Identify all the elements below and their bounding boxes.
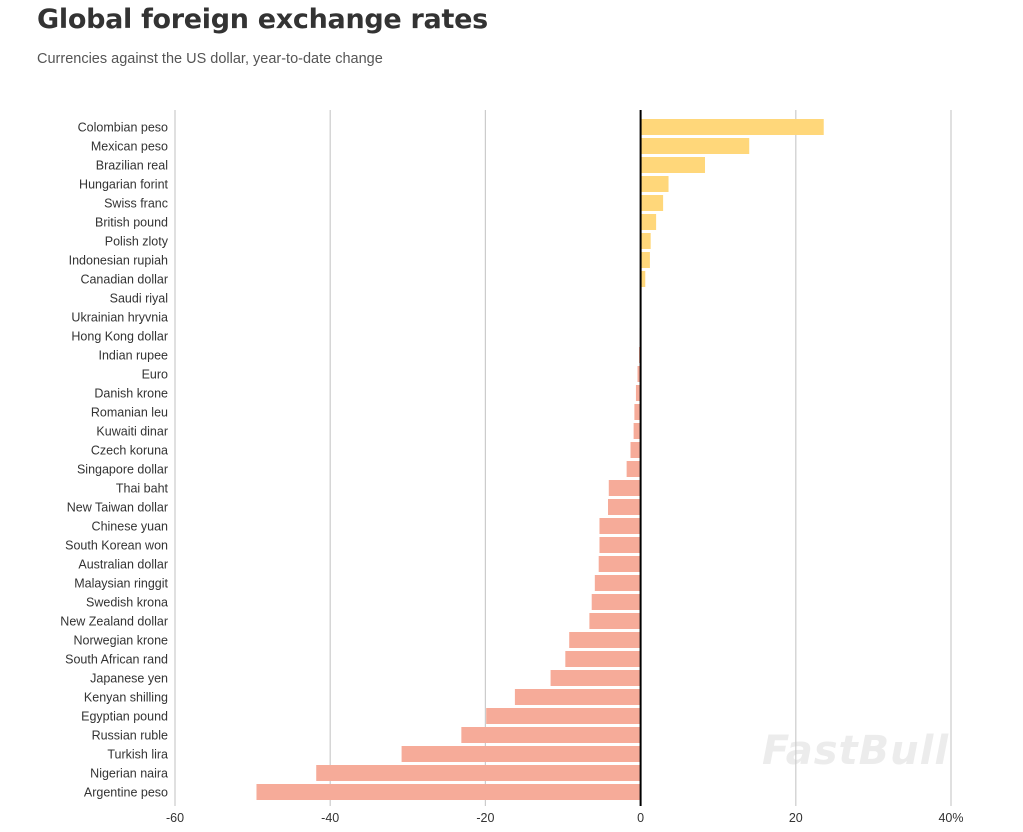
bar: [256, 784, 641, 800]
category-label: Swedish krona: [86, 596, 168, 610]
bar: [640, 176, 669, 192]
category-label: Romanian leu: [91, 406, 168, 420]
bar: [637, 366, 641, 382]
bars: [256, 119, 824, 800]
category-label: Russian ruble: [92, 729, 168, 743]
bar: [461, 727, 641, 743]
category-label: Indonesian rupiah: [69, 254, 168, 268]
category-label: Hungarian forint: [79, 178, 168, 192]
x-tick-label: 40%: [938, 811, 963, 825]
category-label: Danish krone: [94, 387, 168, 401]
x-tick-label: 0: [637, 811, 644, 825]
bar: [634, 404, 641, 420]
category-label: New Taiwan dollar: [67, 501, 168, 515]
bar: [591, 594, 641, 610]
category-label: Saudi riyal: [110, 292, 168, 306]
bar: [599, 518, 641, 534]
category-label: Polish zloty: [105, 235, 169, 249]
category-label: Kenyan shilling: [84, 691, 168, 705]
category-label: South African rand: [65, 653, 168, 667]
category-label: Euro: [142, 368, 168, 382]
category-label: Egyptian pound: [81, 710, 168, 724]
bar: [608, 480, 641, 496]
category-label: Canadian dollar: [80, 273, 168, 287]
watermark: FastBull: [762, 728, 950, 774]
x-tick-label: -40: [321, 811, 339, 825]
x-tick-label: -20: [476, 811, 494, 825]
category-label: Argentine peso: [84, 786, 168, 800]
gridlines: [174, 110, 952, 806]
category-label: Malaysian ringgit: [74, 577, 168, 591]
bar: [401, 746, 641, 762]
bar: [640, 271, 646, 287]
category-label: Czech koruna: [91, 444, 168, 458]
category-labels: Colombian peso Mexican peso Brazilian real…: [60, 121, 168, 800]
x-tick-label: 20: [789, 811, 803, 825]
bar: [565, 651, 641, 667]
bar: [640, 119, 824, 135]
bar: [514, 689, 641, 705]
bar: [599, 537, 641, 553]
category-label: New Zealand dollar: [60, 615, 168, 629]
category-label: Hong Kong dollar: [71, 330, 168, 344]
category-label: Turkish lira: [107, 748, 168, 762]
bar: [630, 442, 641, 458]
bar: [316, 765, 641, 781]
category-label: Colombian peso: [78, 121, 168, 135]
bar: [608, 499, 641, 515]
chart-title: Global foreign exchange rates: [37, 4, 488, 35]
bar: [635, 385, 641, 401]
category-label: Brazilian real: [96, 159, 168, 173]
category-label: Indian rupee: [98, 349, 168, 363]
x-axis-ticks: -60 -40 -20 0 20 40%: [166, 811, 964, 825]
bar: [626, 461, 641, 477]
x-tick-label: -60: [166, 811, 184, 825]
category-label: British pound: [95, 216, 168, 230]
category-label: Kuwaiti dinar: [96, 425, 168, 439]
category-label: Singapore dollar: [77, 463, 168, 477]
category-label: South Korean won: [65, 539, 168, 553]
bar: [640, 233, 651, 249]
bar: [569, 632, 641, 648]
category-label: Ukrainian hryvnia: [71, 311, 168, 325]
bar: [640, 195, 664, 211]
category-label: Swiss franc: [104, 197, 168, 211]
bar: [589, 613, 641, 629]
bar: [550, 670, 641, 686]
bar: [640, 252, 650, 268]
bar: [640, 157, 706, 173]
category-label: Norwegian krone: [74, 634, 169, 648]
chart-subtitle: Currencies against the US dollar, year-t…: [37, 51, 383, 67]
category-label: Chinese yuan: [92, 520, 168, 534]
category-label: Australian dollar: [78, 558, 168, 572]
category-label: Mexican peso: [91, 140, 168, 154]
bar: [486, 708, 641, 724]
bar: [598, 556, 641, 572]
bar: [640, 214, 657, 230]
bar: [640, 138, 750, 154]
bar: [594, 575, 641, 591]
bar: [633, 423, 641, 439]
category-label: Japanese yen: [90, 672, 168, 686]
category-label: Nigerian naira: [90, 767, 168, 781]
category-label: Thai baht: [116, 482, 169, 496]
